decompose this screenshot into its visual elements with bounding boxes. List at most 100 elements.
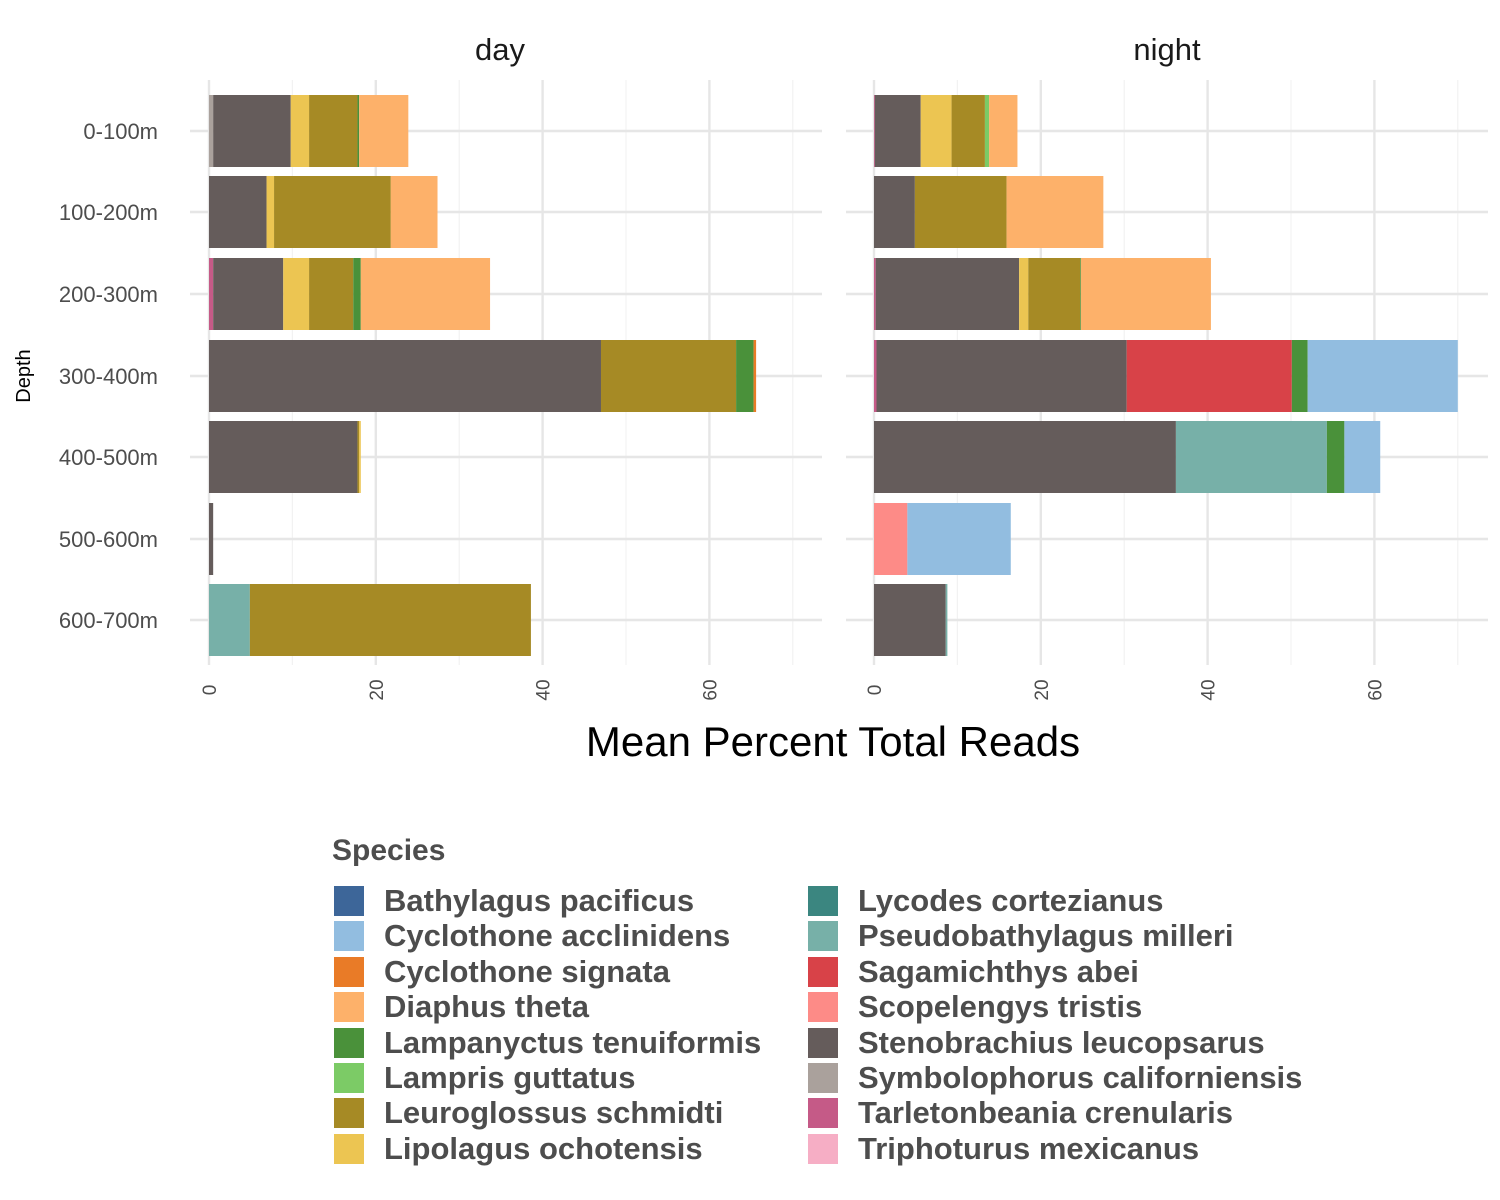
legend-item-symbolophorus-californiensis: Symbolophorus californiensis	[808, 1060, 1303, 1095]
bar-segment-day-0-100m-lampanyctus-tenuiformis	[357, 95, 360, 167]
bar-segment-day-200-300m-lipolagus-ochotensis	[283, 258, 310, 330]
legend-item-diaphus-theta: Diaphus theta	[334, 989, 589, 1025]
bar-segment-day-0-100m-lipolagus-ochotensis	[290, 95, 310, 167]
bar-segment-night-400-500m-pseudobathylagus-milleri	[1175, 421, 1327, 493]
bar-segment-night-0-100m-leuroglossus-schmidti	[951, 95, 985, 167]
bar-segment-night-300-400m-cyclothone-acclinidens	[1307, 340, 1458, 412]
legend-label: Triphoturus mexicanus	[858, 1130, 1200, 1166]
bar-segment-night-200-300m-lampanyctus-tenuiformis	[1079, 258, 1081, 330]
bar-segment-day-100-200m-lipolagus-ochotensis	[266, 176, 275, 248]
x-tick-label-day-20: 20	[367, 679, 388, 700]
bar-segment-day-200-300m-leuroglossus-schmidti	[309, 258, 354, 330]
bar-segment-night-400-500m-stenobrachius-leucopsarus	[874, 421, 1176, 493]
legend-swatch	[808, 921, 838, 952]
x-axis-title: Mean Percent Total Reads	[586, 718, 1080, 765]
x-tick-label-night-40: 40	[1199, 679, 1220, 700]
legend-swatch	[334, 1027, 364, 1058]
legend-item-lycodes-cortezianus: Lycodes cortezianus	[808, 883, 1164, 918]
legend-swatch	[334, 921, 364, 952]
legend-label: Pseudobathylagus milleri	[858, 918, 1234, 954]
legend-item-cyclothone-acclinidens: Cyclothone acclinidens	[334, 918, 731, 954]
y-tick-label-300-400m: 300-400m	[59, 364, 158, 389]
legend-swatch	[334, 1133, 364, 1164]
bar-segment-day-300-400m-leuroglossus-schmidti	[600, 340, 737, 412]
bar-segment-day-200-300m-stenobrachius-leucopsarus	[213, 258, 284, 330]
bar-segment-day-300-400m-stenobrachius-leucopsarus	[209, 340, 601, 412]
bar-segment-day-0-100m-symbolophorus-californiensis	[209, 95, 214, 167]
legend-swatch	[808, 1027, 838, 1058]
legend-swatch	[334, 886, 364, 916]
legend-item-scopelengys-tristis: Scopelengys tristis	[808, 989, 1142, 1024]
legend-label: Lampanyctus tenuiformis	[384, 1024, 762, 1060]
bar-segment-night-0-100m-stenobrachius-leucopsarus	[874, 95, 921, 167]
legend-swatch	[334, 1098, 364, 1129]
bar-segment-night-100-200m-stenobrachius-leucopsarus	[874, 176, 915, 248]
bar-segment-day-100-200m-stenobrachius-leucopsarus	[209, 176, 267, 248]
bar-segment-day-400-500m-lipolagus-ochotensis	[359, 421, 361, 493]
panel-title-night: night	[1133, 32, 1201, 67]
bar-segment-day-400-500m-stenobrachius-leucopsarus	[209, 421, 358, 493]
legend-item-stenobrachius-leucopsarus: Stenobrachius leucopsarus	[808, 1024, 1265, 1060]
bar-segment-day-400-500m-leuroglossus-schmidti	[357, 421, 360, 493]
bar-segment-night-600-700m-stenobrachius-leucopsarus	[874, 584, 946, 656]
legend-item-pseudobathylagus-milleri: Pseudobathylagus milleri	[808, 918, 1234, 954]
bar-segment-night-200-300m-tarletonbeania-crenularis	[874, 258, 876, 330]
bar-segment-night-0-100m-tarletonbeania-crenularis	[874, 95, 875, 167]
legend-item-sagamichthys-abei: Sagamichthys abei	[808, 954, 1139, 989]
legend-item-tarletonbeania-crenularis: Tarletonbeania crenularis	[808, 1095, 1233, 1131]
legend-swatch	[808, 1098, 838, 1129]
legend-swatch	[808, 886, 838, 916]
legend-label: Leuroglossus schmidti	[384, 1095, 724, 1131]
legend-label: Cyclothone acclinidens	[384, 918, 731, 954]
x-tick-label-day-40: 40	[534, 679, 555, 700]
legend-item-bathylagus-pacificus: Bathylagus pacificus	[334, 883, 694, 918]
legend-item-cyclothone-signata: Cyclothone signata	[334, 954, 670, 989]
bar-segment-night-100-200m-diaphus-theta	[1006, 176, 1104, 248]
bar-segment-day-0-100m-diaphus-theta	[359, 95, 409, 167]
legend-title: Species	[332, 834, 446, 867]
bar-segment-day-200-300m-lampanyctus-tenuiformis	[353, 258, 361, 330]
y-axis-title: Depth	[13, 349, 35, 402]
legend-label: Tarletonbeania crenularis	[858, 1095, 1233, 1131]
bar-segment-day-100-200m-leuroglossus-schmidti	[274, 176, 391, 248]
legend-label: Lipolagus ochotensis	[384, 1130, 703, 1166]
x-tick-label-day-60: 60	[700, 679, 721, 700]
legend-label: Symbolophorus californiensis	[858, 1060, 1303, 1095]
y-tick-label-500-600m: 500-600m	[59, 527, 158, 552]
legend-item-lampanyctus-tenuiformis: Lampanyctus tenuiformis	[334, 1024, 762, 1060]
legend-swatch	[808, 992, 838, 1023]
legend-item-lipolagus-ochotensis: Lipolagus ochotensis	[334, 1130, 703, 1166]
legend-swatch	[334, 1063, 364, 1093]
bar-segment-night-100-200m-leuroglossus-schmidti	[914, 176, 1007, 248]
bar-segment-night-200-300m-leuroglossus-schmidti	[1028, 258, 1080, 330]
legend-swatch	[808, 1133, 838, 1164]
bar-segment-day-600-700m-pseudobathylagus-milleri	[209, 584, 250, 656]
bar-segment-night-200-300m-lipolagus-ochotensis	[1019, 258, 1029, 330]
legend-label: Lampris guttatus	[384, 1060, 636, 1095]
bar-segment-night-200-300m-diaphus-theta	[1080, 258, 1211, 330]
bar-segment-day-200-300m-diaphus-theta	[360, 258, 491, 330]
bar-segment-night-300-400m-tarletonbeania-crenularis	[874, 340, 877, 412]
bar-segment-day-200-300m-tarletonbeania-crenularis	[209, 258, 214, 330]
x-tick-label-night-60: 60	[1365, 679, 1386, 700]
legend-swatch	[808, 1063, 838, 1093]
y-tick-label-100-200m: 100-200m	[59, 200, 158, 225]
legend-swatch	[808, 956, 838, 987]
bar-segment-night-400-500m-cyclothone-acclinidens	[1344, 421, 1381, 493]
bar-segment-night-300-400m-lampanyctus-tenuiformis	[1291, 340, 1308, 412]
bar-segment-night-300-400m-stenobrachius-leucopsarus	[876, 340, 1127, 412]
y-tick-label-600-700m: 600-700m	[59, 608, 158, 633]
legend-label: Stenobrachius leucopsarus	[858, 1024, 1265, 1060]
x-tick-label-night-20: 20	[1032, 679, 1053, 700]
legend-swatch	[334, 956, 364, 987]
bar-segment-day-100-200m-diaphus-theta	[390, 176, 438, 248]
y-tick-label-200-300m: 200-300m	[59, 282, 158, 307]
bar-segment-night-300-400m-sagamichthys-abei	[1126, 340, 1292, 412]
bar-segment-day-0-100m-stenobrachius-leucopsarus	[213, 95, 291, 167]
bar-segment-night-600-700m-pseudobathylagus-milleri	[945, 584, 948, 656]
legend-label: Diaphus theta	[384, 989, 589, 1025]
bar-segment-day-0-100m-leuroglossus-schmidti	[309, 95, 358, 167]
bar-segment-night-0-100m-diaphus-theta	[989, 95, 1018, 167]
x-tick-label-day-0: 0	[200, 685, 221, 696]
bar-segment-night-400-500m-lampanyctus-tenuiformis	[1326, 421, 1345, 493]
